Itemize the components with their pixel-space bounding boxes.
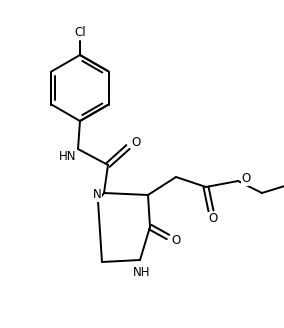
Text: NH: NH <box>133 265 151 278</box>
Text: Cl: Cl <box>74 27 86 39</box>
Text: O: O <box>131 136 141 150</box>
Text: HN: HN <box>59 150 77 162</box>
Text: O: O <box>171 235 181 248</box>
Text: N: N <box>93 189 101 201</box>
Text: O: O <box>241 173 250 186</box>
Text: O: O <box>208 213 218 226</box>
